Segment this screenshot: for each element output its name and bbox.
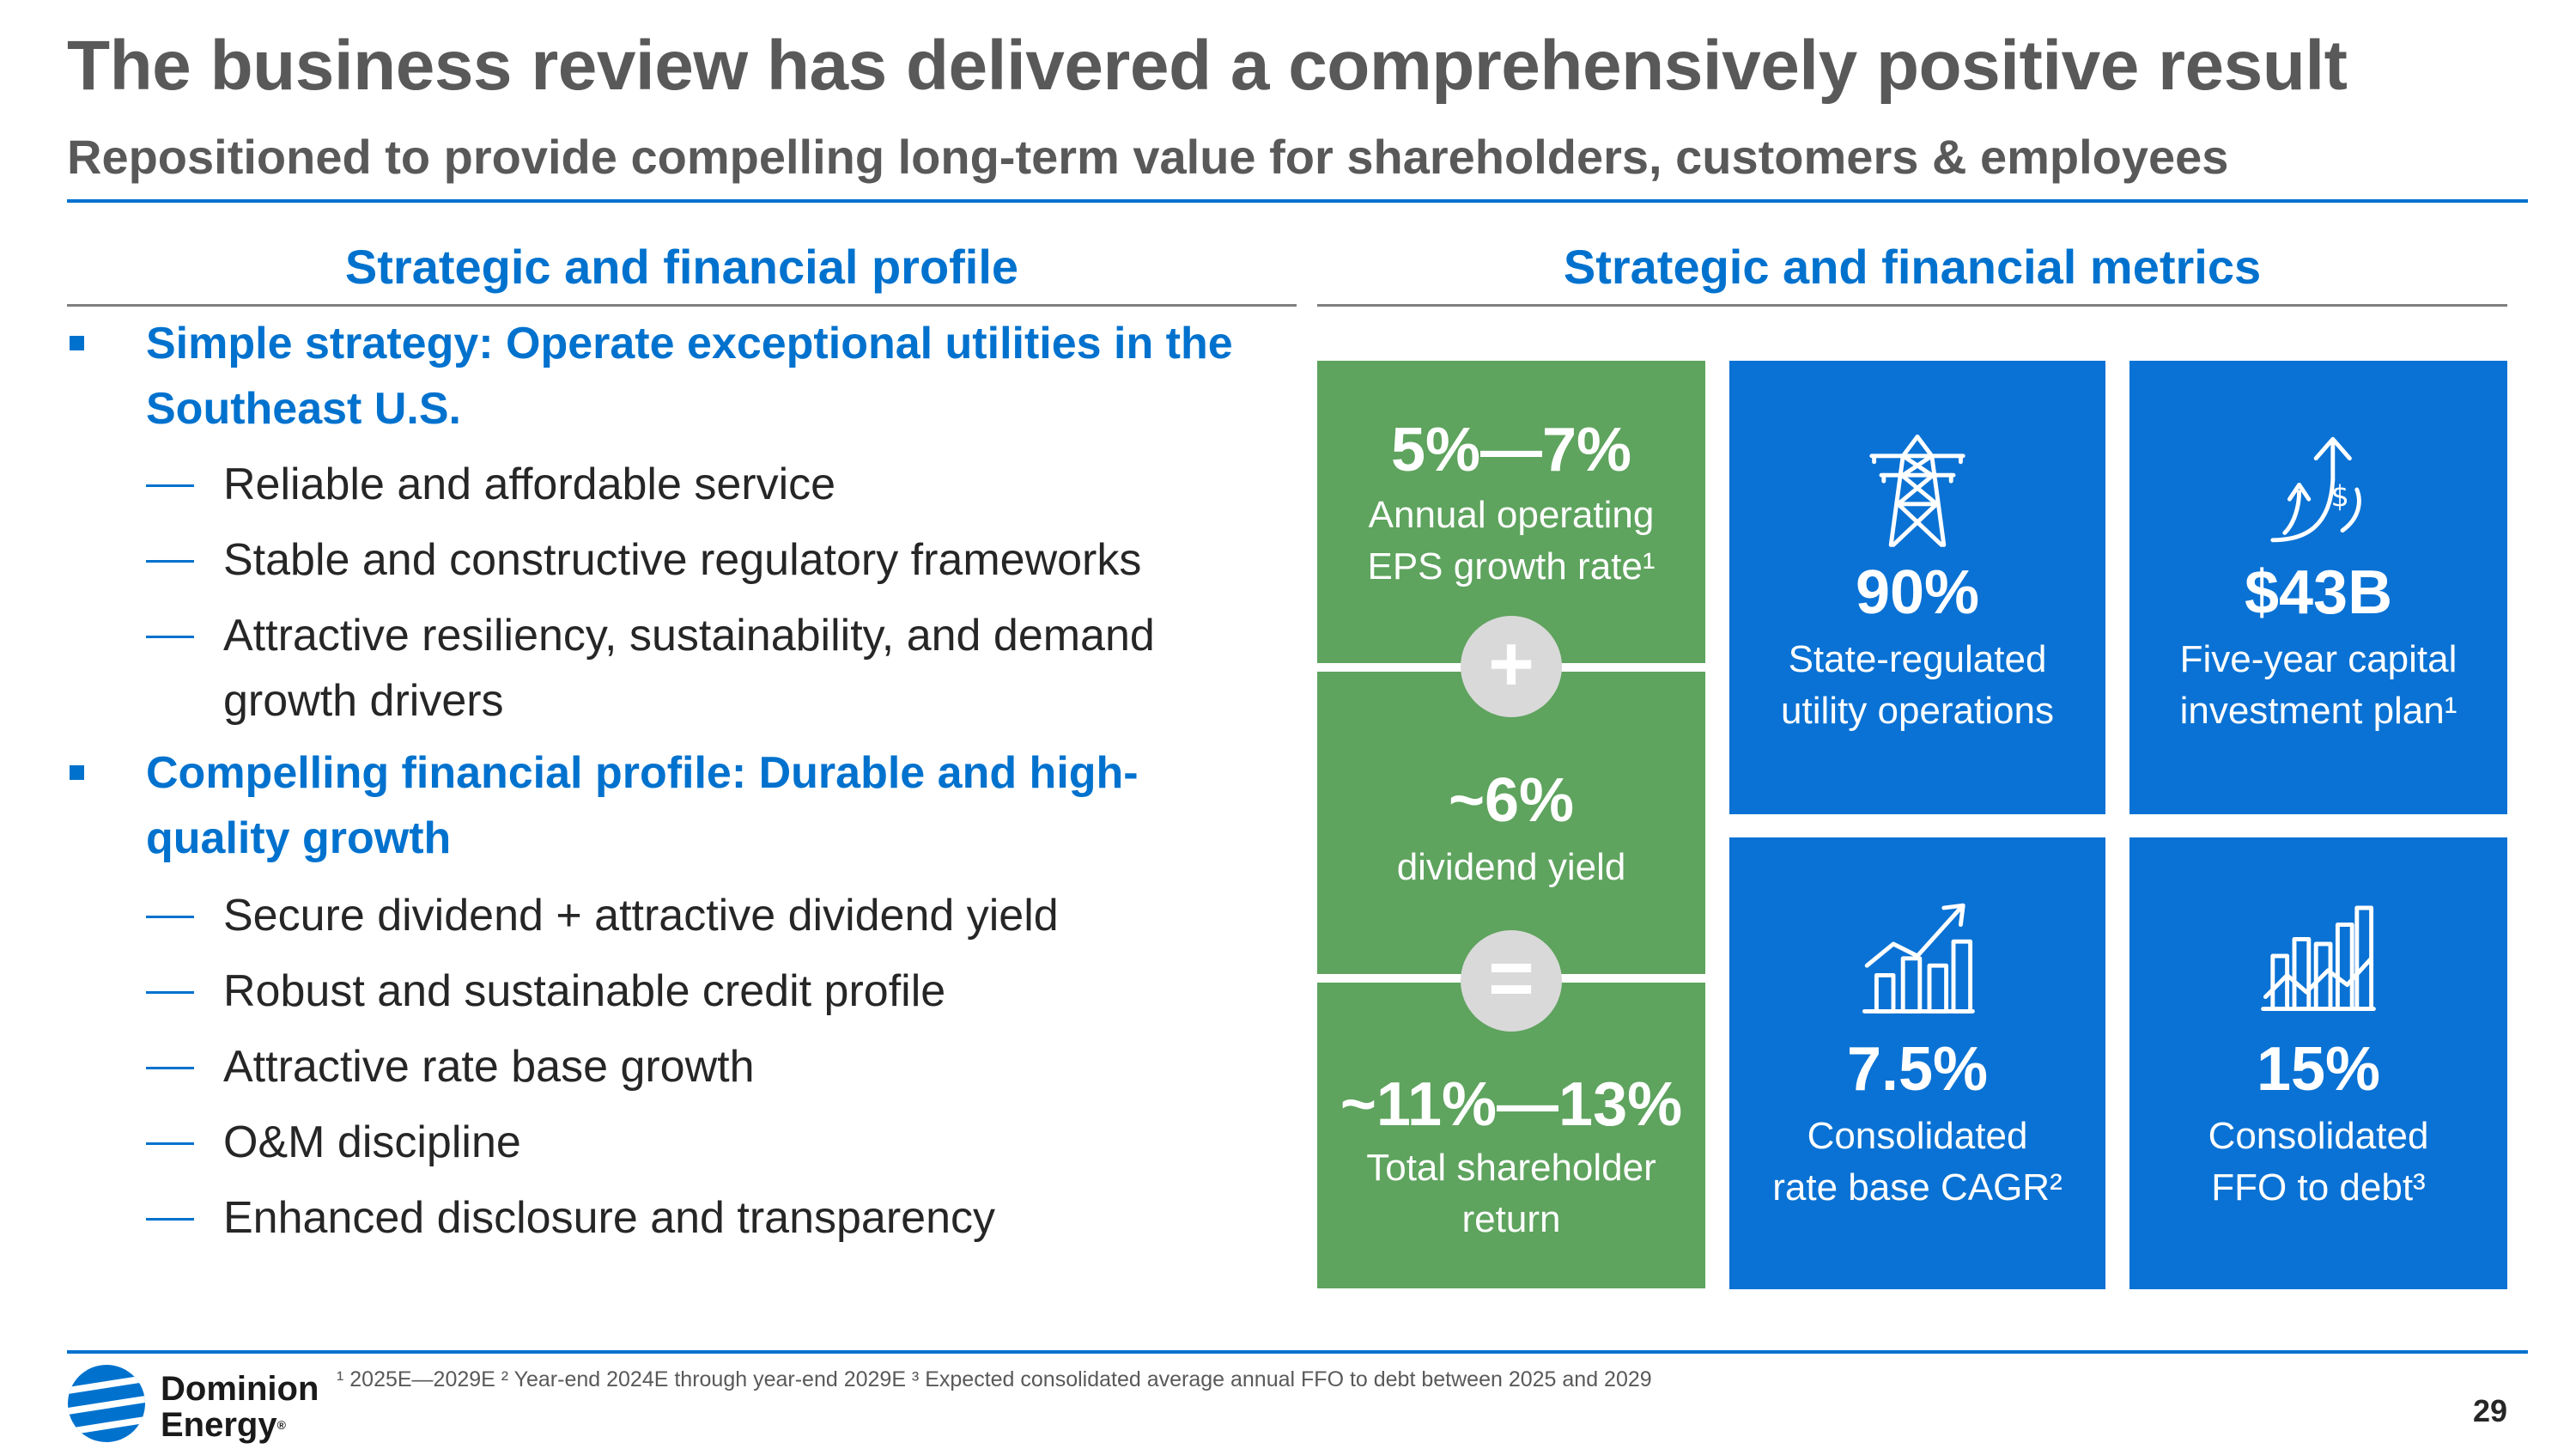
capital-plan-value: $43B — [2244, 558, 2393, 627]
shareholder-return-panel: 5%—7% Annual operating EPS growth rate¹ … — [1317, 361, 1705, 1288]
sub-item-om: O&M discipline — [223, 1117, 521, 1167]
left-column-heading: Strategic and financial profile — [344, 240, 1019, 294]
eps-growth-label: Annual operating EPS growth rate¹ — [1317, 490, 1705, 593]
dash-icon — [146, 1067, 194, 1069]
sub-item-dividend: Secure dividend + attractive dividend yi… — [223, 891, 1059, 941]
tile-ffo-to-debt: 15% Consolidated FFO to debt³ — [2129, 837, 2507, 1289]
sub-item-rate-base: Attractive rate base growth — [223, 1042, 755, 1092]
sub-line: growth drivers — [223, 676, 504, 726]
dash-icon — [146, 916, 194, 918]
tsr-label: Total shareholder return — [1317, 1142, 1705, 1245]
sub-item-credit: Robust and sustainable credit profile — [223, 966, 946, 1016]
bar-chart-trend-icon — [1862, 903, 1975, 1014]
equals-icon: = — [1461, 930, 1562, 1032]
bullet-line: quality growth — [146, 813, 452, 863]
dividend-yield-value: ~6% — [1448, 766, 1575, 835]
regulated-value: 90% — [1855, 558, 1980, 627]
sub-line: Attractive resiliency, sustainability, a… — [223, 611, 1155, 661]
dash-icon — [146, 636, 194, 638]
label-line: Total shareholder — [1366, 1147, 1656, 1189]
footnotes: ¹ 2025E—2029E ² Year-end 2024E through y… — [337, 1367, 1652, 1391]
rate-base-label: Consolidated rate base CAGR² — [1729, 1111, 2105, 1214]
logo-word: Energy — [161, 1406, 277, 1444]
dash-icon — [146, 1142, 194, 1145]
page-subtitle: Repositioned to provide compelling long-… — [67, 130, 2229, 184]
ffo-value: 15% — [2256, 1035, 2381, 1104]
right-column-heading: Strategic and financial metrics — [1563, 240, 2262, 294]
label-line: return — [1461, 1198, 1561, 1240]
capital-plan-label: Five-year capital investment plan¹ — [2129, 634, 2507, 737]
transmission-tower-icon — [1869, 434, 1965, 547]
sub-item-reliable: Reliable and affordable service — [223, 460, 836, 509]
dollar-growth-arrow-icon: $ — [2270, 436, 2361, 543]
bullet-line: Southeast U.S. — [146, 384, 461, 434]
label-line: State-regulated — [1788, 638, 2047, 680]
label-line: investment plan¹ — [2179, 690, 2458, 732]
registered-mark: ® — [276, 1418, 286, 1432]
dominion-energy-logo-icon — [68, 1365, 145, 1442]
bullet-square-icon — [70, 765, 84, 780]
ffo-label: Consolidated FFO to debt³ — [2129, 1111, 2507, 1214]
regulated-label: State-regulated utility operations — [1729, 634, 2105, 737]
logo-line: Dominion — [161, 1370, 319, 1408]
sub-item-disclosure: Enhanced disclosure and transparency — [223, 1193, 996, 1243]
bullet-line: Simple strategy: Operate exceptional uti… — [146, 319, 1233, 368]
dash-icon — [146, 1218, 194, 1221]
svg-text:$: $ — [2331, 480, 2349, 514]
tile-regulated-operations: 90% State-regulated utility operations — [1729, 361, 2105, 814]
right-heading-rule — [1317, 304, 2507, 307]
bar-chart-line-icon — [2261, 905, 2376, 1012]
dividend-yield-label: dividend yield — [1396, 846, 1626, 888]
page-title: The business review has delivered a comp… — [67, 27, 2348, 105]
label-line: utility operations — [1781, 690, 2054, 732]
label-line: Five-year capital — [2179, 638, 2458, 680]
left-heading-rule — [67, 304, 1297, 307]
bullet-square-icon — [70, 336, 84, 350]
plus-icon: + — [1461, 616, 1562, 717]
sub-item-resiliency: Attractive resiliency, sustainability, a… — [223, 603, 1155, 734]
page-number: 29 — [2472, 1393, 2507, 1428]
header-divider — [67, 199, 2528, 203]
bullet-line: Compelling financial profile: Durable an… — [146, 748, 1139, 798]
footer-divider — [67, 1350, 2528, 1354]
dash-icon — [146, 560, 194, 563]
label-line: Consolidated — [2208, 1115, 2429, 1157]
company-logo-text: Dominion Energy® — [161, 1371, 319, 1443]
bullet-financial-profile: Compelling financial profile: Durable an… — [146, 740, 1139, 871]
dash-icon — [146, 484, 194, 487]
rate-base-value: 7.5% — [1846, 1035, 1989, 1104]
bullet-simple-strategy: Simple strategy: Operate exceptional uti… — [146, 311, 1233, 441]
label-line: FFO to debt³ — [2211, 1166, 2426, 1209]
sub-item-regulatory: Stable and constructive regulatory frame… — [223, 535, 1142, 585]
dash-icon — [146, 991, 194, 994]
label-line: Consolidated — [1807, 1115, 2028, 1157]
label-line: EPS growth rate¹ — [1367, 545, 1656, 588]
tsr-value: ~11%—13% — [1340, 1070, 1683, 1139]
eps-growth-value: 5%—7% — [1390, 416, 1632, 484]
label-line: rate base CAGR² — [1772, 1166, 2063, 1209]
label-line: Annual operating — [1368, 494, 1655, 536]
tile-rate-base-cagr: 7.5% Consolidated rate base CAGR² — [1729, 837, 2105, 1289]
tile-capital-plan: $ $43B Five-year capital investment plan… — [2129, 361, 2507, 814]
logo-line: Energy® — [161, 1407, 319, 1443]
